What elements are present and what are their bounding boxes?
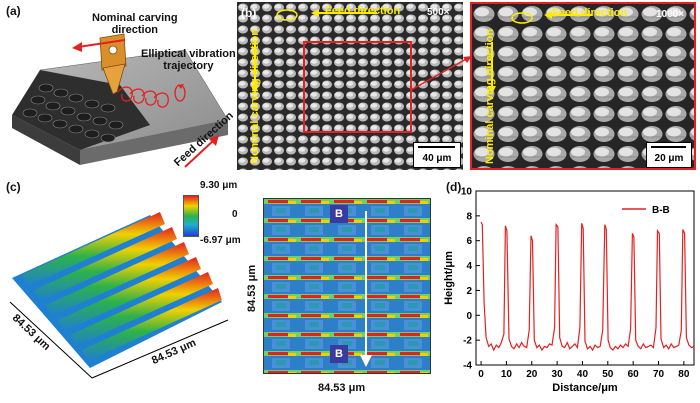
microstructure-bumps [22, 83, 124, 143]
y-tick-label: -2 [463, 336, 472, 347]
zoom-region-box [303, 41, 412, 133]
workpiece-front [12, 115, 80, 165]
x-tick-label: 60 [628, 369, 640, 380]
height-map-ylabel: 84.53 μm [246, 264, 258, 312]
nominal-carving-direction-label-a: Nominal carving direction [92, 12, 178, 36]
colorbar-min: -6.97 μm [200, 235, 241, 246]
y-tick-label: 6 [466, 236, 472, 247]
height-profile-chart: 0 10 20 30 40 50 60 70 80 -4 -2 0 2 4 6 8 10 Distance/μm H… [443, 187, 695, 394]
colorbar [183, 195, 199, 237]
height-map-texture [264, 199, 430, 373]
x-tick-label: 70 [653, 369, 665, 380]
x-tick-label: 10 [501, 369, 513, 380]
scale-bar-20-label: 20 μm [654, 153, 684, 164]
nominal-carving-arrow [72, 39, 126, 52]
surface-3d-plot [9, 212, 229, 379]
y-tick-label: 10 [461, 187, 473, 198]
x-tick-label: 50 [602, 369, 614, 380]
sem-image-1000x: Feed direction 1000× Nominal carving dir… [470, 2, 696, 170]
scale-bar-20: 20 μm [646, 142, 692, 168]
x-tick-label: 20 [526, 369, 538, 380]
feed-direction-label-b-zoom: Feed direction [552, 7, 628, 19]
x-tick-label: 30 [552, 369, 564, 380]
colorbar-max: 9.30 μm [200, 180, 238, 191]
y-axis-label: Height/μm [443, 251, 455, 305]
magnification-1000: 1000× [656, 9, 685, 20]
nominal-carving-line1: Nominal carving [92, 12, 178, 24]
series-line-b-b [480, 221, 695, 352]
feed-direction-arrow [184, 135, 219, 168]
height-map: B B [263, 198, 431, 374]
x-axis-label: Distance/μm [552, 382, 618, 394]
panel-b-label: (b) [241, 6, 257, 20]
elliptical-line2: trajectory [163, 60, 214, 72]
scale-bar-40: 40 μm [413, 142, 461, 168]
colorbar-mid: 0 [232, 209, 238, 220]
x-tick-label: 80 [678, 369, 690, 380]
tool-schematic [12, 33, 229, 168]
panel-a-label: (a) [6, 4, 21, 18]
nominal-carving-line2: direction [111, 24, 159, 36]
sem-texture-1000x [472, 4, 694, 168]
elliptical-trajectory [117, 84, 186, 108]
y-tick-label: 2 [466, 286, 472, 297]
panel-d-label: (d) [446, 180, 462, 194]
workpiece-side [80, 120, 228, 165]
panel-c-label: (c) [6, 180, 21, 194]
marker-b-bottom: B [335, 348, 343, 360]
elliptical-trajectory-label: Elliptical vibration trajectory [141, 48, 236, 72]
y-tick-label: 4 [466, 261, 472, 272]
sem-image-500x: (b) Feed direction 500× Nominal carving … [237, 2, 463, 170]
x-tick-label: 40 [577, 369, 589, 380]
elliptical-line1: Elliptical vibration [141, 48, 236, 60]
nominal-carving-label-b-zoom: Nominal carving direction [484, 28, 496, 164]
surface-ridges [22, 212, 222, 361]
marker-b-top: B [335, 208, 343, 220]
height-map-xlabel: 84.53 μm [318, 382, 366, 394]
legend-label: B-B [652, 205, 670, 216]
scale-bar-40-label: 40 μm [422, 153, 452, 164]
y-tick-label: 8 [466, 211, 472, 222]
feed-direction-label-b: Feed direction [325, 5, 401, 17]
y-tick-label: -4 [463, 361, 472, 372]
x-tick-label: 0 [478, 369, 484, 380]
y-tick-label: 0 [466, 311, 472, 322]
plot-frame [475, 190, 695, 366]
magnification-500: 500× [427, 7, 450, 18]
